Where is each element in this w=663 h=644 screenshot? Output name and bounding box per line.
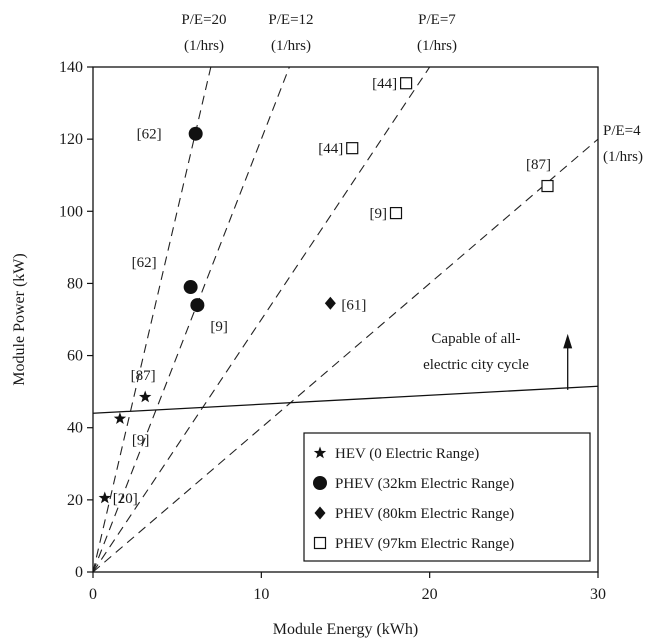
point-label: [20] (113, 491, 138, 507)
plot-frame (92, 66, 599, 573)
legend-star-icon (313, 446, 327, 459)
point-label: [62] (132, 255, 157, 271)
star-marker (98, 491, 111, 504)
legend-circle-icon (313, 476, 327, 490)
open-square-marker (346, 142, 359, 155)
data-points: [20] [9] [87] [62] [62] [9] [61] [44] [44] [9] [87… (98, 76, 554, 507)
x-tick-label-20: 20 (422, 586, 438, 603)
legend: HEV (0 Electric Range) PHEV (32km Electri… (303, 432, 591, 562)
point-label: [87] (131, 368, 156, 384)
x-tick-label-30: 30 (590, 586, 606, 603)
threshold-annotation-line-2: electric city cycle (423, 357, 529, 373)
y-tick-label-0: 0 (75, 564, 83, 581)
open-square-marker (389, 206, 403, 220)
legend-open-square-icon (313, 536, 327, 550)
reference-unit-pe-7: (1/hrs) (417, 38, 457, 54)
legend-box (303, 432, 591, 562)
star-marker (113, 412, 127, 424)
open-square-marker (541, 179, 554, 193)
x-tick-label-0: 0 (89, 586, 97, 603)
point-label: [87] (526, 157, 551, 173)
y-tick-label-140: 140 (59, 59, 83, 76)
threshold-arrow-head (563, 333, 573, 349)
y-tick-label-20: 20 (67, 492, 83, 509)
legend-entry: HEV (0 Electric Range) (335, 446, 479, 462)
point-label: [44] (318, 141, 343, 157)
y-tick-label-40: 40 (67, 420, 83, 437)
circle-marker (188, 126, 203, 141)
x-axis-title: Module Energy (kWh) (273, 621, 418, 638)
circle-marker (183, 280, 198, 295)
reference-unit-pe-4: (1/hrs) (603, 149, 643, 165)
point-label: [9] (210, 319, 228, 335)
open-square-marker (400, 77, 413, 90)
diamond-marker (324, 296, 336, 310)
point-label: [9] (132, 433, 150, 449)
legend-entry: PHEV (97km Electric Range) (335, 536, 514, 552)
y-tick-label-100: 100 (59, 203, 83, 220)
axes: 0 10 20 30 0 20 40 60 80 100 120 140 Module Energy (… (11, 59, 606, 638)
plot-border (92, 66, 599, 573)
y-tick-label-60: 60 (67, 348, 83, 365)
x-tick-label-10: 10 (253, 586, 269, 603)
reference-line-pe-12 (92, 66, 290, 573)
point-label: [9] (370, 206, 388, 222)
reference-unit-pe-12: (1/hrs) (271, 38, 311, 54)
reference-line-pe-7 (92, 66, 431, 573)
legend-diamond-icon (314, 506, 326, 520)
reference-line-pe-20 (92, 66, 212, 573)
legend-entry: PHEV (32km Electric Range) (335, 476, 514, 492)
threshold-annotation-line-1: Capable of all- (431, 331, 520, 347)
reference-label-pe-4: P/E=4 (603, 123, 641, 139)
circle-marker (190, 298, 205, 313)
point-label: [61] (341, 297, 366, 313)
reference-unit-pe-20: (1/hrs) (184, 38, 224, 54)
reference-lines: P/E=20 (1/hrs) P/E=12 (1/hrs) P/E=7 (1/hrs) P/… (92, 12, 643, 573)
threshold-line (92, 385, 599, 414)
y-tick-label-80: 80 (67, 275, 83, 292)
legend-entry: PHEV (80km Electric Range) (335, 506, 514, 522)
star-marker (139, 390, 152, 403)
reference-line-pe-4 (92, 138, 599, 573)
point-label: [44] (372, 76, 397, 92)
point-label: [62] (137, 127, 162, 143)
threshold-line: Capable of all-electric city cycle (92, 331, 599, 414)
reference-label-pe-12: P/E=12 (268, 12, 313, 28)
reference-label-pe-7: P/E=7 (418, 12, 456, 28)
y-tick-label-120: 120 (59, 131, 83, 148)
y-axis-title: Module Power (kW) (11, 253, 28, 385)
reference-label-pe-20: P/E=20 (181, 12, 226, 28)
